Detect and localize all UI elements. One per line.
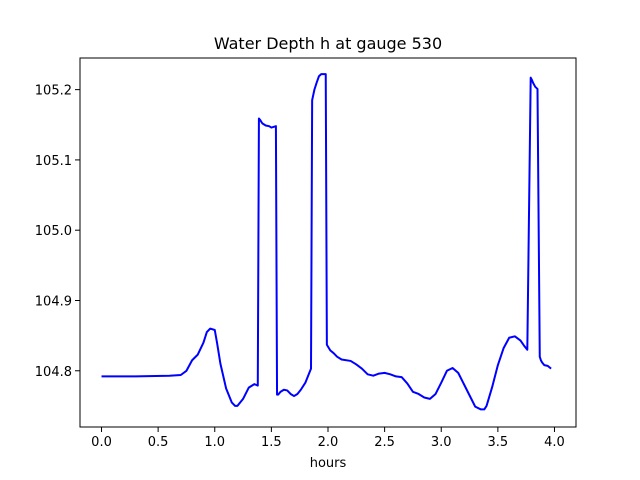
x-tick-label: 2.0 — [318, 435, 339, 450]
series-line — [101, 73, 552, 411]
y-tick-label: 105.1 — [35, 154, 72, 169]
y-tick-label: 104.9 — [35, 294, 72, 309]
chart-title: Water Depth h at gauge 530 — [214, 34, 442, 53]
x-tick-label: 1.5 — [261, 435, 282, 450]
y-tick-label: 105.2 — [35, 84, 72, 99]
y-tick-label: 105.0 — [35, 224, 72, 239]
x-tick-label: 4.0 — [544, 435, 565, 450]
x-tick-label: 3.5 — [488, 435, 509, 450]
x-tick-label: 3.0 — [431, 435, 452, 450]
x-axis-label: hours — [310, 456, 347, 471]
x-tick-label: 0.5 — [148, 435, 169, 450]
plot-area — [101, 73, 552, 411]
x-tick-label: 1.0 — [204, 435, 225, 450]
y-axis: 104.8 104.9 105.0 105.1 105.2 — [35, 84, 80, 380]
x-tick-label: 2.5 — [374, 435, 395, 450]
axes-frame — [79, 57, 577, 428]
x-tick-label: 0.0 — [91, 435, 112, 450]
y-tick-label: 104.8 — [35, 365, 72, 380]
x-axis: 0.0 0.5 1.0 1.5 2.0 2.5 3.0 3.5 4.0 — [91, 427, 565, 450]
